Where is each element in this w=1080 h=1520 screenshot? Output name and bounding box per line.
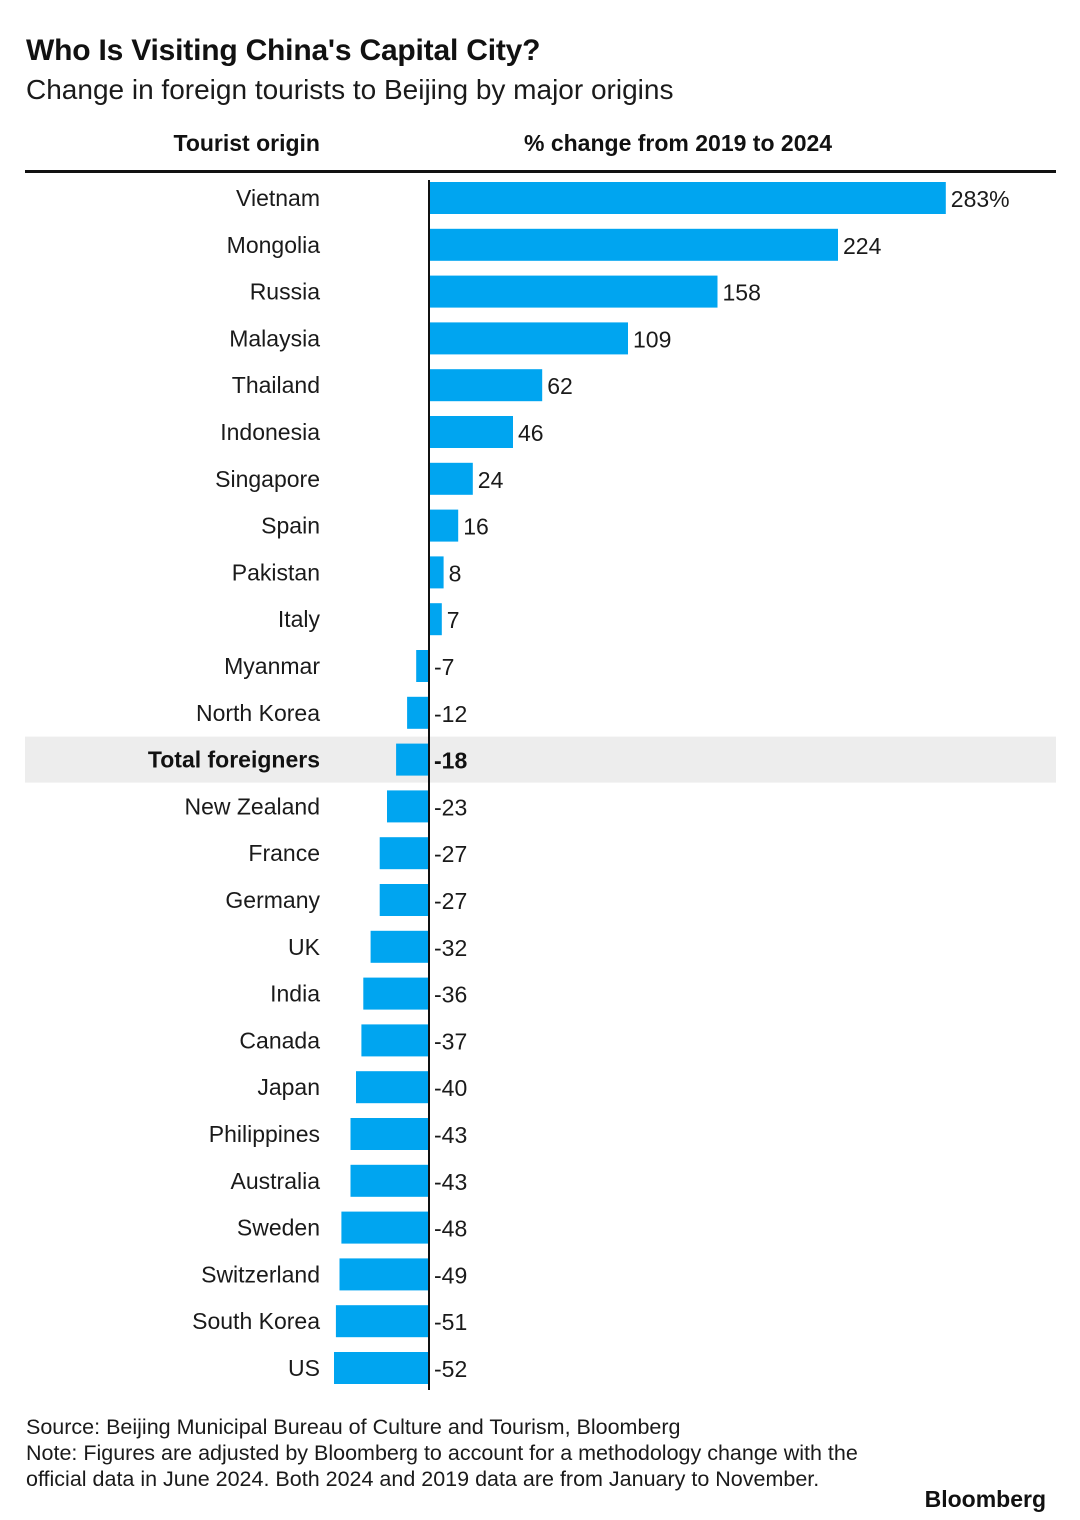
value-label: -43 [434, 1169, 467, 1195]
category-label: Germany [225, 887, 320, 913]
category-label: France [248, 840, 320, 866]
category-label: Singapore [215, 466, 320, 492]
category-label: Switzerland [201, 1261, 320, 1287]
bar-sweden [341, 1211, 429, 1244]
category-label: South Korea [192, 1308, 320, 1334]
category-label: Vietnam [236, 185, 320, 211]
category-label: Philippines [209, 1121, 320, 1147]
bar-russia [429, 275, 718, 308]
chart-subtitle: Change in foreign tourists to Beijing by… [26, 74, 674, 105]
value-label: -48 [434, 1216, 467, 1242]
value-label: 158 [723, 280, 761, 306]
methodology-note: Note: Figures are adjusted by Bloomberg … [26, 1441, 858, 1491]
chart-title: Who Is Visiting China's Capital City? [26, 34, 541, 67]
value-label: 109 [633, 326, 671, 352]
value-label: -23 [434, 794, 467, 820]
category-label: Indonesia [220, 419, 320, 445]
bar-thailand [429, 369, 543, 402]
bar-philippines [350, 1118, 429, 1150]
category-label: Total foreigners [148, 747, 320, 773]
bar-malaysia [429, 322, 628, 355]
bar-us [334, 1352, 429, 1384]
bar-uk [370, 930, 429, 963]
bar-singapore [429, 462, 473, 495]
value-label: -27 [434, 841, 467, 867]
value-label: 8 [449, 560, 462, 586]
value-label: 24 [478, 467, 504, 493]
category-label: Italy [278, 606, 321, 632]
value-label: 62 [547, 373, 573, 399]
bar-indonesia [429, 416, 513, 448]
value-label: -37 [434, 1028, 467, 1054]
value-column-header: % change from 2019 to 2024 [524, 130, 833, 156]
value-label: -12 [434, 701, 467, 727]
category-label: Thailand [232, 372, 320, 398]
category-label: India [270, 981, 320, 1007]
bar-south-korea [335, 1305, 429, 1338]
bar-australia [350, 1164, 429, 1197]
value-label: 283% [951, 186, 1010, 212]
category-label: Sweden [237, 1215, 320, 1241]
category-label: Pakistan [232, 559, 320, 585]
value-label: -18 [434, 748, 467, 774]
highlight-band [25, 736, 1056, 783]
bar-switzerland [339, 1258, 429, 1291]
bar-chart: Vietnam 283% Mongolia 224 Russia 158 Malaysia 1… [25, 180, 1056, 1390]
value-label: -32 [434, 935, 467, 961]
category-column-header: Tourist origin [173, 130, 320, 156]
category-label: Australia [231, 1168, 321, 1194]
category-label: Myanmar [224, 653, 320, 679]
value-label: -51 [434, 1309, 467, 1335]
bloomberg-logo: Bloomberg [924, 1486, 1046, 1512]
category-label: Russia [250, 279, 321, 305]
value-label: -36 [434, 982, 467, 1008]
bar-spain [429, 509, 459, 542]
bar-vietnam [429, 182, 946, 214]
value-label: -27 [434, 888, 467, 914]
value-label: 7 [447, 607, 460, 633]
category-label: Canada [239, 1027, 320, 1053]
category-label: UK [288, 934, 321, 960]
bar-italy [429, 603, 442, 636]
bar-pakistan [429, 556, 444, 589]
category-label: New Zealand [184, 793, 320, 819]
value-label: 46 [518, 420, 544, 446]
bar-india [363, 977, 429, 1010]
bar-new-zealand [387, 790, 429, 823]
bar-france [379, 837, 429, 870]
category-label: Malaysia [229, 325, 320, 351]
bar-germany [379, 884, 429, 916]
bar-myanmar [416, 650, 429, 682]
value-label: -49 [434, 1262, 467, 1288]
category-label: Japan [257, 1074, 320, 1100]
value-label: -40 [434, 1075, 467, 1101]
category-label: Spain [261, 513, 320, 539]
bar-total-foreigners [396, 743, 429, 776]
source-note: Source: Beijing Municipal Bureau of Cult… [26, 1415, 681, 1439]
bar-japan [356, 1071, 429, 1104]
category-label: North Korea [196, 700, 320, 726]
category-label: US [288, 1355, 320, 1381]
bar-north-korea [407, 696, 429, 729]
bar-canada [361, 1024, 429, 1057]
value-label: 224 [843, 233, 882, 259]
value-label: 16 [463, 514, 489, 540]
value-label: -52 [434, 1356, 467, 1382]
header-rule [25, 170, 1056, 173]
value-label: -43 [434, 1122, 467, 1148]
category-label: Mongolia [227, 232, 321, 258]
bar-mongolia [429, 228, 838, 261]
value-label: -7 [434, 654, 454, 680]
